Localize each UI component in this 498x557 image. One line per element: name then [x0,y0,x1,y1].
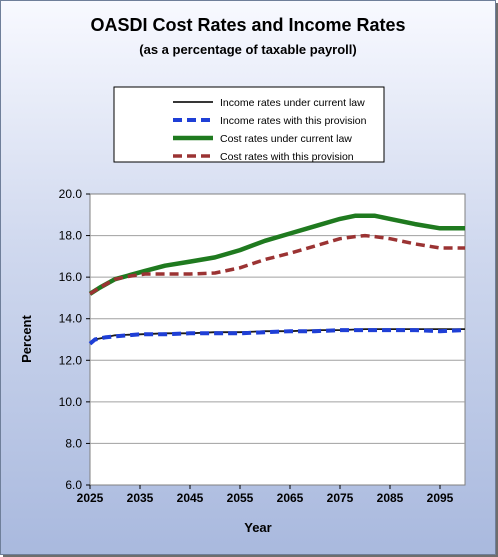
plot-area [89,193,466,486]
x-tick-label: 2085 [377,491,404,505]
x-axis-label: Year [244,520,271,535]
y-tick-label: 20.0 [59,187,83,201]
x-tick-label: 2075 [327,491,354,505]
chart-title: OASDI Cost Rates and Income Rates [90,15,405,35]
legend-label-4: Cost rates with this provision [220,151,354,163]
x-tick-label: 2025 [77,491,104,505]
series-line-1 [89,328,465,345]
chart-subtitle: (as a percentage of taxable payroll) [139,42,356,57]
y-tick-label: 6.0 [65,478,82,492]
y-tick-label: 14.0 [59,312,83,326]
x-tick-label: 2095 [427,491,454,505]
series-line-4 [89,233,465,296]
legend-label-3: Cost rates under current law [220,133,352,145]
y-tick-label: 18.0 [59,229,83,243]
y-tick-label: 16.0 [59,270,83,284]
x-tick-label: 2065 [277,491,304,505]
y-axis-label: Percent [19,314,34,362]
y-axis-ticks: 6.0 8.0 10.0 12.0 14.0 16.0 18.0 20.0 [59,187,90,492]
legend-label-1: Income rates under current law [220,97,365,109]
x-tick-label: 2055 [227,491,254,505]
legend: Income rates under current law Income rat… [113,86,385,163]
series-layer [88,213,466,346]
x-tick-label: 2035 [127,491,154,505]
y-tick-label: 8.0 [65,436,82,450]
y-tick-label: 10.0 [59,395,83,409]
x-axis-ticks: 2025 2035 2045 2055 2065 2075 2085 2095 [77,485,454,505]
y-tick-label: 12.0 [59,353,83,367]
legend-box [113,86,385,163]
x-tick-label: 2045 [177,491,204,505]
legend-label-2: Income rates with this provision [220,115,367,127]
